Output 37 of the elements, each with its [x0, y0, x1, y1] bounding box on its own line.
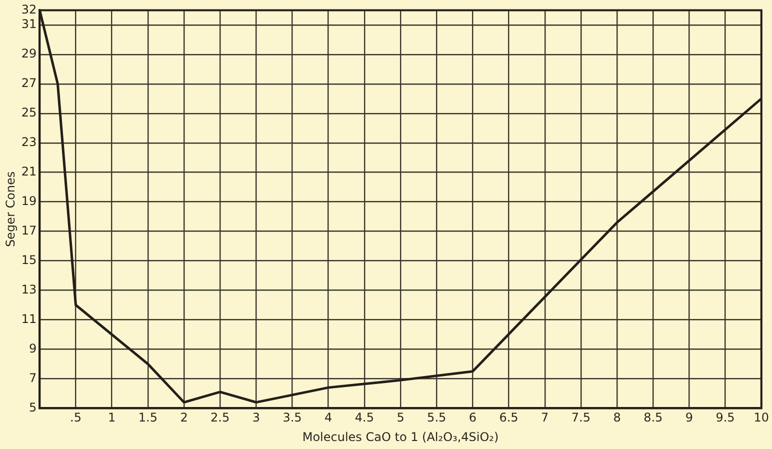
x-tick-label: 3 [252, 410, 260, 425]
y-axis-title: Seger Cones [3, 171, 18, 248]
y-tick-label: 7 [29, 370, 37, 385]
y-tick-label: 29 [21, 46, 37, 61]
x-tick-label: 1.5 [138, 410, 158, 425]
y-tick-label: 13 [21, 282, 37, 296]
x-tick-label: 6.5 [499, 410, 518, 425]
y-tick-label: 17 [21, 223, 37, 238]
x-tick-label: 2 [180, 410, 188, 425]
y-tick-label: 5 [29, 400, 37, 414]
y-tick-label: 25 [21, 106, 37, 120]
x-tick-label: 7.5 [571, 410, 590, 425]
x-tick-label: 8.5 [644, 410, 663, 425]
x-tick-label: 2.5 [210, 410, 230, 425]
x-tick-label: .5 [70, 410, 82, 425]
x-tick-label: 4 [324, 410, 332, 425]
y-tick-label: 21 [21, 164, 37, 178]
x-tick-label: 5.5 [427, 410, 446, 425]
x-tick-label: 9 [685, 410, 694, 425]
y-tick-label: 11 [21, 312, 37, 326]
x-tick-label: 4.5 [354, 410, 374, 425]
x-tick-label: 1 [108, 410, 116, 425]
x-tick-label: 10 [754, 410, 770, 425]
x-tick-label: 5 [396, 410, 404, 425]
x-axis-title: Molecules CaO to 1 (Al₂O₃,4SiO₂) [302, 430, 499, 444]
x-tick-label: 8 [613, 410, 621, 425]
y-tick-label: 9 [29, 341, 37, 356]
y-tick-label: 32 [21, 2, 37, 16]
y-tick-label: 15 [21, 252, 37, 267]
x-tick-label: 7 [541, 410, 549, 425]
y-tick-label: 19 [21, 194, 37, 208]
x-tick-label: 3.5 [282, 410, 302, 425]
y-tick-label: 23 [21, 134, 37, 149]
y-tick-label: 27 [21, 76, 37, 90]
x-tick-label: 6 [468, 410, 477, 425]
x-tick-label: 9.5 [716, 410, 735, 425]
y-tick-label: 31 [21, 17, 37, 32]
